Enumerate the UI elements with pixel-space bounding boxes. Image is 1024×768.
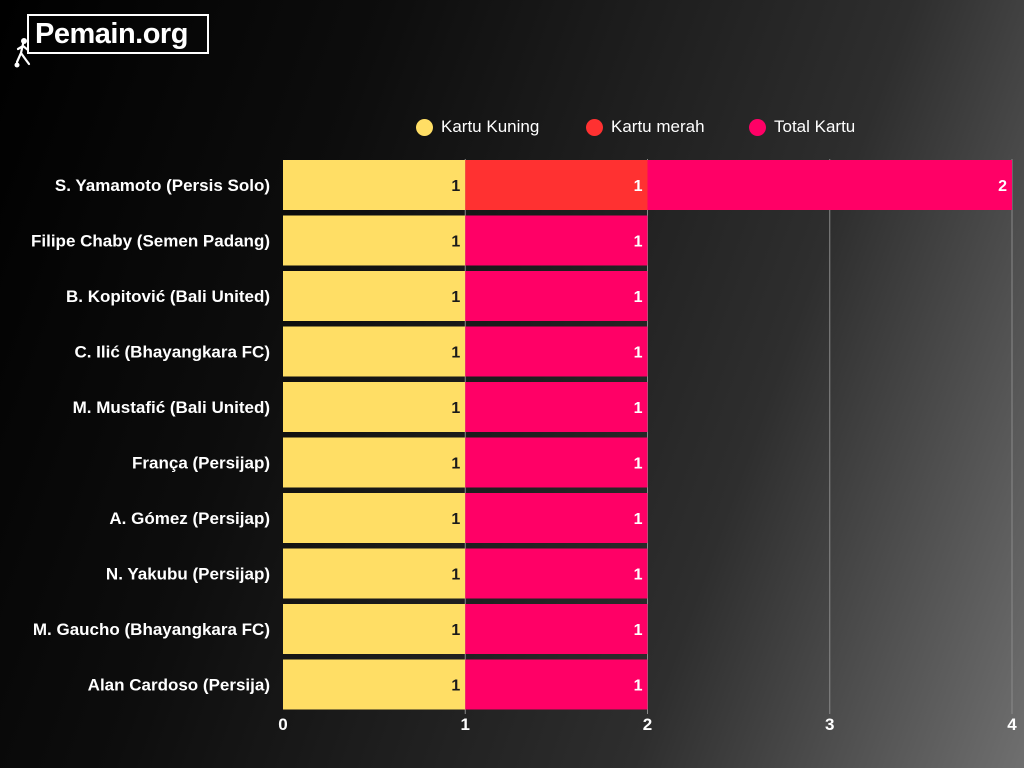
data-label: 1 [634,511,643,528]
legend-swatch [749,118,766,136]
data-label: 1 [451,345,460,362]
x-tick-label: 0 [278,715,287,734]
bar-kartu-merah [465,160,648,210]
logo-text: Pemain.org [35,18,188,50]
x-tick-label: 1 [461,715,470,734]
bar-total-kartu [465,382,648,432]
bar-total-kartu [465,326,648,377]
bar-kartu-kuning [283,326,466,377]
data-label: 2 [998,178,1007,195]
data-label: 1 [634,456,643,473]
legend-item-total-kartu: Total Kartu [749,116,855,138]
data-label: 1 [634,400,643,417]
bar-kartu-kuning [283,548,466,599]
data-label: 1 [634,234,643,251]
data-label: 1 [634,289,643,306]
data-label: 1 [634,345,643,362]
data-label: 1 [451,178,460,195]
data-label: 1 [634,178,643,195]
bar-total-kartu [465,659,648,710]
data-label: 1 [451,456,460,473]
legend-item-kartu-merah: Kartu merah [586,116,705,138]
x-tick-label: 2 [643,715,652,734]
category-label: N. Yakubu (Persijap) [106,565,270,584]
bar-kartu-kuning [283,271,466,321]
data-label: 1 [451,289,460,306]
data-label: 1 [451,567,460,584]
data-label: 1 [634,622,643,639]
category-label: S. Yamamoto (Persis Solo) [55,176,270,195]
category-label: A. Gómez (Persijap) [109,509,270,528]
data-label: 1 [451,678,460,695]
bar-kartu-kuning [283,160,466,210]
bar-total-kartu [647,160,1012,210]
x-tick-label: 3 [825,715,834,734]
legend-label: Kartu Kuning [441,117,540,136]
bar-total-kartu [465,437,648,488]
bar-kartu-kuning [283,382,466,432]
logo: Pemain.org [27,14,209,54]
data-label: 1 [634,567,643,584]
category-label: C. Ilić (Bhayangkara FC) [74,343,270,362]
data-label: 1 [634,678,643,695]
data-label: 1 [451,511,460,528]
soccer-player-icon [14,38,31,68]
legend: Kartu Kuning Kartu merah Total Kartu [0,116,1024,138]
bar-total-kartu [465,271,648,321]
data-label: 1 [451,400,460,417]
bar-total-kartu [465,604,648,654]
bar-kartu-kuning [283,437,466,488]
legend-item-kartu-kuning: Kartu Kuning [416,116,539,138]
bar-kartu-kuning [283,215,466,266]
legend-label: Total Kartu [774,117,856,136]
bar-total-kartu [465,493,648,543]
category-label: M. Mustafić (Bali United) [73,398,270,417]
category-label: França (Persijap) [132,454,270,473]
bar-total-kartu [465,548,648,599]
category-label: Alan Cardoso (Persija) [88,676,270,695]
category-label: B. Kopitović (Bali United) [66,287,270,306]
bar-kartu-kuning [283,604,466,654]
category-label: Filipe Chaby (Semen Padang) [31,232,270,251]
legend-swatch [586,118,603,136]
category-label: M. Gaucho (Bhayangkara FC) [33,620,270,639]
bar-kartu-kuning [283,493,466,543]
data-label: 1 [451,234,460,251]
bar-kartu-kuning [283,659,466,710]
legend-swatch [416,118,433,136]
legend-label: Kartu merah [611,117,705,136]
data-label: 1 [451,622,460,639]
x-tick-label: 4 [1007,715,1017,734]
bar-total-kartu [465,215,648,266]
